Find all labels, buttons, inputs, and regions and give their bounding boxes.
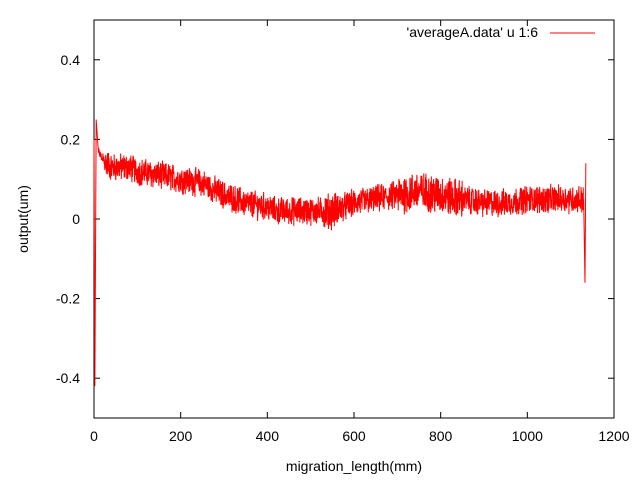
y-tick-label: 0.4 [61, 52, 81, 68]
y-tick-label: -0.2 [56, 291, 80, 307]
x-tick-label: 800 [429, 428, 453, 444]
x-tick-label: 200 [169, 428, 193, 444]
x-axis-ticks: 0 200 400 600 800 1000 1200 [90, 20, 630, 444]
y-axis-label: output(um) [15, 185, 31, 253]
x-tick-label: 1000 [512, 428, 543, 444]
y-tick-label: 0.2 [61, 131, 81, 147]
y-tick-label: -0.4 [56, 370, 80, 386]
y-axis-ticks: -0.4 -0.2 0 0.2 0.4 [56, 52, 614, 386]
x-axis-label: migration_length(mm) [286, 458, 422, 474]
x-tick-label: 400 [256, 428, 280, 444]
legend-entry-label: 'averageA.data' u 1:6 [407, 24, 539, 40]
x-tick-label: 0 [90, 428, 98, 444]
y-tick-label: 0 [72, 211, 80, 227]
series-group [93, 119, 587, 387]
legend: 'averageA.data' u 1:6 [407, 24, 595, 40]
x-tick-label: 600 [342, 428, 366, 444]
x-tick-label: 1200 [598, 428, 629, 444]
plot-frame [93, 19, 615, 419]
series-line [93, 119, 587, 387]
